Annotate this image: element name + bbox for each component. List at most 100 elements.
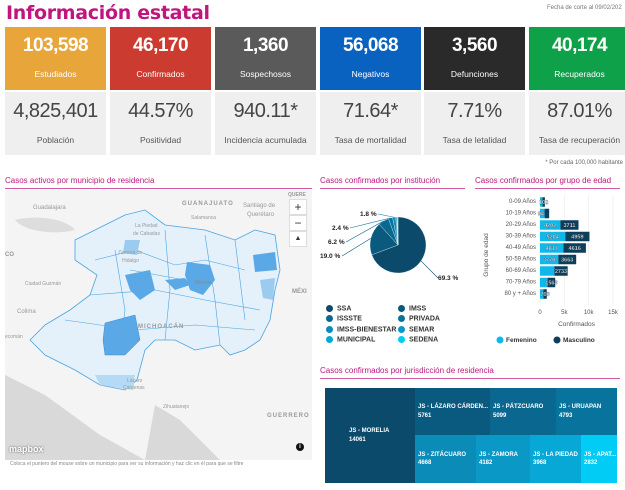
municipal-borders [64, 229, 261, 351]
bar-label: 2733 [555, 269, 567, 275]
municipio-zamora[interactable] [123, 240, 140, 255]
compass-button[interactable]: ▲ [289, 231, 307, 247]
legend-item-sedena[interactable]: SEDENA [398, 336, 468, 343]
card-header: 1,360 Sospechosos [215, 27, 316, 90]
bar-masculino[interactable] [554, 266, 568, 276]
y-tick-label: 40-49 Años [506, 245, 536, 251]
bar-masculino[interactable] [563, 243, 586, 253]
legend-item-imss-bienestar[interactable]: IMSS-BIENESTAR [326, 325, 398, 334]
municipio-lazaro-cardenas[interactable] [95, 375, 135, 390]
pie-label: 1.8 % [360, 211, 377, 218]
lake-chapala [15, 217, 75, 233]
bar-masculino[interactable] [565, 231, 590, 242]
zoom-in-button[interactable]: + [289, 199, 307, 215]
card-header: 46,170 Confirmados [110, 27, 211, 90]
treemap-cell[interactable]: JS - ZITÁCUARO 4668 [415, 435, 476, 483]
bar-masculino[interactable] [547, 277, 556, 288]
card-label: Recuperados [554, 69, 605, 79]
card-label: Confirmados [136, 69, 185, 79]
zoom-out-button[interactable]: − [289, 215, 307, 231]
pie-slice-ssa[interactable] [371, 216, 427, 274]
label-michoacan: MICHOACÁN [138, 323, 184, 330]
bar-masculino[interactable] [560, 220, 579, 230]
stat-card-recuperados: 40,174 Recuperados 87.01% Tasa de recuperac… [529, 27, 625, 155]
stat-value: 4,825,401 [13, 100, 98, 122]
label-santiago: Santiago de [243, 203, 276, 209]
bar-femenino[interactable] [540, 254, 559, 265]
ocean [5, 375, 145, 460]
legend-item-imss[interactable]: IMSS [398, 305, 468, 312]
legend-item-privada[interactable]: PRIVADA [398, 315, 468, 323]
municipio-maravatio[interactable] [253, 252, 277, 272]
bar-label: 3663 [561, 258, 573, 264]
jurisdiction-title: Casos confirmados por jurisdicción de re… [320, 366, 620, 379]
bar-masculino[interactable] [543, 289, 547, 299]
cell-name: JS - PÁTZCUARO [493, 404, 544, 411]
cell-name: JS - APAT... [584, 451, 617, 458]
info-icon[interactable]: i [296, 443, 304, 451]
bar-masculino[interactable] [544, 208, 550, 219]
bar-masculino[interactable] [542, 197, 545, 207]
pie-label: 2.4 % [332, 225, 349, 232]
municipio-zitacuaro[interactable] [260, 278, 275, 300]
treemap-cell[interactable]: JS - APAT... 2832 [581, 435, 617, 483]
legend-dot-icon [553, 336, 561, 344]
stat-label: Incidencia acumulada [224, 135, 307, 145]
card-label: Estudiados [34, 69, 77, 79]
treemap-cell[interactable]: JS - LÁZARO CÁRDEN... 5761 [415, 388, 490, 435]
stat-card-estudiados: 103,598 Estudiados 4,825,401 Población [5, 27, 106, 155]
municipio-uruapan[interactable] [102, 314, 141, 356]
bar-femenino[interactable] [540, 277, 548, 288]
pie-label: 6.2 % [328, 239, 345, 246]
stat-value: 44.57% [128, 100, 193, 122]
map-instructions: Coloca el puntero del mouse sobre un mun… [10, 461, 244, 467]
label-morelia: Morelia [195, 280, 212, 286]
stat-card-sospechosos: 1,360 Sospechosos 940.11* Incidencia acumul… [215, 27, 316, 155]
legend-item-municipal[interactable]: MUNICIPAL [326, 336, 398, 343]
bar-masculino[interactable] [558, 254, 577, 265]
municipio-morelia[interactable] [185, 262, 215, 295]
map-labels: GUANAJUATO Guadalajara Santiago de Queré… [5, 192, 309, 419]
card-value: 103,598 [22, 35, 89, 56]
legend-item-ssa[interactable]: SSA [326, 305, 398, 312]
bar-femenino[interactable] [540, 231, 566, 242]
map[interactable]: GUANAJUATO Guadalajara Santiago de Queré… [5, 190, 312, 460]
bar-label: 4202 [544, 223, 556, 229]
legend-label: MUNICIPAL [337, 336, 376, 344]
municipio-tarimbaro[interactable] [165, 278, 190, 290]
card-value: 3,560 [451, 35, 498, 56]
card-label: Sospechosos [239, 69, 292, 79]
label-lazaro: Lázaro [127, 378, 143, 384]
card-header: 103,598 Estudiados [5, 27, 106, 90]
treemap-cell[interactable]: JS - MORELIA 14061 [325, 388, 415, 483]
treemap-cell[interactable]: JS - ZAMORA 4182 [476, 435, 530, 483]
bar-femenino[interactable] [540, 243, 564, 253]
stat-label: Tasa de recuperación [538, 135, 621, 145]
bar-femenino[interactable] [540, 289, 544, 299]
cell-value: 5761 [418, 412, 432, 419]
treemap-cell[interactable]: JS - URUAPAN 4793 [556, 388, 617, 435]
label-hidalgo: Hidalgo [122, 258, 139, 264]
treemap-cell[interactable]: JS - PÁTZCUARO 5099 [490, 388, 556, 435]
legend-label: IMSS-BIENESTAR [337, 326, 397, 334]
bar-femenino[interactable] [540, 220, 561, 230]
bar-label: 4817 [546, 246, 558, 252]
legend-masculino[interactable]: Masculino [563, 337, 595, 344]
cell-name: JS - MORELIA [349, 428, 390, 435]
label-tecoman: ecomán [5, 334, 23, 340]
legend-item-issste[interactable]: ISSSTE [326, 315, 398, 323]
label-guanajuato: GUANAJUATO [182, 201, 234, 207]
legend-item-semar[interactable]: SEMAR [398, 325, 468, 333]
pie-leader-line [349, 217, 391, 229]
bar-femenino[interactable] [540, 208, 545, 219]
bar-femenino[interactable] [540, 266, 555, 276]
treemap-cell[interactable]: JS - LA PIEDAD 3968 [530, 435, 581, 483]
legend-label: SEDENA [409, 336, 439, 344]
bar-femenino[interactable] [540, 197, 543, 207]
mapbox-logo[interactable]: mapbox [9, 444, 44, 454]
stat-label: Tasa de mortalidad [334, 135, 407, 145]
legend-femenino[interactable]: Femenino [506, 337, 537, 344]
municipio-patzcuaro[interactable] [125, 270, 155, 300]
pie-leader-line [420, 260, 439, 279]
cell-name: JS - LÁZARO CÁRDEN... [418, 404, 489, 411]
